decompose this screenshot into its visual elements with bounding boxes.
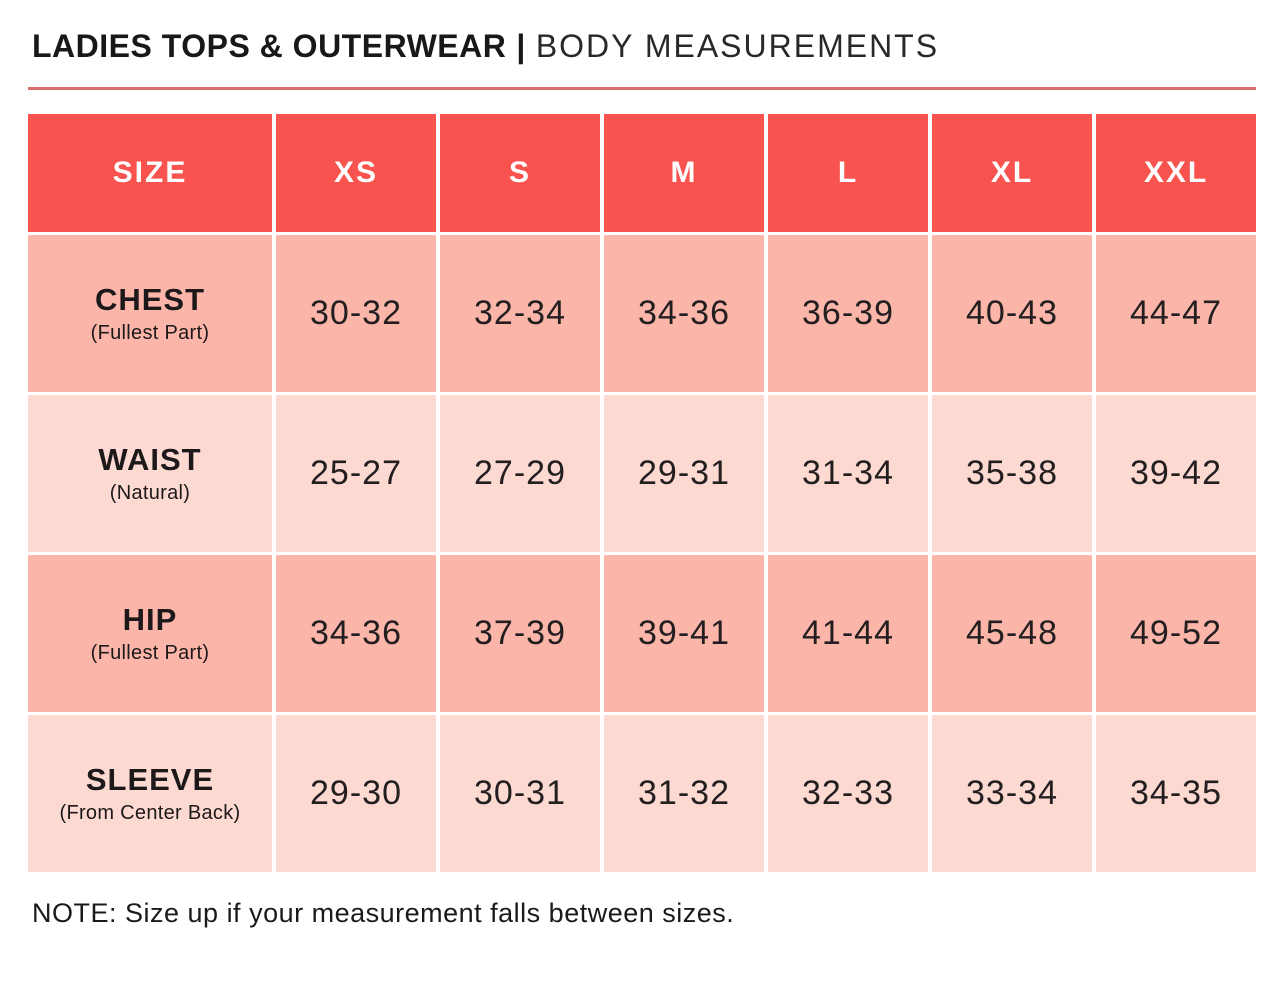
cell-chest-s: 32-34 bbox=[440, 235, 600, 392]
cell-sleeve-xl: 33-34 bbox=[932, 715, 1092, 872]
row-header-chest: CHEST (Fullest Part) bbox=[28, 235, 272, 392]
cell-hip-s: 37-39 bbox=[440, 555, 600, 712]
page-title-subtitle: BODY MEASUREMENTS bbox=[535, 28, 940, 64]
body-measurements-table: SIZE XS S M L XL XXL CHEST (Fullest Part… bbox=[28, 114, 1256, 872]
table-header-cell-s: S bbox=[440, 114, 600, 232]
cell-sleeve-s: 30-31 bbox=[440, 715, 600, 872]
row-sublabel-waist: (Natural) bbox=[109, 481, 191, 504]
page-title-separator: | bbox=[516, 28, 526, 64]
cell-hip-xs: 34-36 bbox=[276, 555, 436, 712]
page-title-category: LADIES TOPS & OUTERWEAR bbox=[32, 28, 507, 64]
row-label-chest: CHEST bbox=[94, 282, 206, 318]
table-header-cell-size: SIZE bbox=[28, 114, 272, 232]
cell-hip-l: 41-44 bbox=[768, 555, 928, 712]
cell-sleeve-xxl: 34-35 bbox=[1096, 715, 1256, 872]
cell-chest-xs: 30-32 bbox=[276, 235, 436, 392]
cell-waist-m: 29-31 bbox=[604, 395, 764, 552]
cell-chest-xl: 40-43 bbox=[932, 235, 1092, 392]
cell-chest-l: 36-39 bbox=[768, 235, 928, 392]
row-header-hip: HIP (Fullest Part) bbox=[28, 555, 272, 712]
row-label-hip: HIP bbox=[122, 602, 178, 638]
cell-waist-xxl: 39-42 bbox=[1096, 395, 1256, 552]
title-underline-rule bbox=[28, 87, 1256, 90]
cell-chest-xxl: 44-47 bbox=[1096, 235, 1256, 392]
page-title: LADIES TOPS & OUTERWEAR | BODY MEASUREMENT… bbox=[28, 28, 1256, 65]
table-header-cell-xl: XL bbox=[932, 114, 1092, 232]
sizing-note: NOTE: Size up if your measurement falls … bbox=[32, 898, 735, 928]
cell-waist-xs: 25-27 bbox=[276, 395, 436, 552]
row-header-sleeve: SLEEVE (From Center Back) bbox=[28, 715, 272, 872]
row-sublabel-chest: (Fullest Part) bbox=[90, 321, 210, 344]
row-label-sleeve: SLEEVE bbox=[85, 762, 215, 798]
cell-hip-xl: 45-48 bbox=[932, 555, 1092, 712]
cell-waist-xl: 35-38 bbox=[932, 395, 1092, 552]
cell-hip-m: 39-41 bbox=[604, 555, 764, 712]
row-header-waist: WAIST (Natural) bbox=[28, 395, 272, 552]
table-header-cell-xs: XS bbox=[276, 114, 436, 232]
row-sublabel-sleeve: (From Center Back) bbox=[59, 801, 241, 824]
cell-sleeve-xs: 29-30 bbox=[276, 715, 436, 872]
cell-sleeve-l: 32-33 bbox=[768, 715, 928, 872]
cell-waist-l: 31-34 bbox=[768, 395, 928, 552]
row-label-waist: WAIST bbox=[98, 442, 202, 478]
cell-sleeve-m: 31-32 bbox=[604, 715, 764, 872]
table-header-cell-l: L bbox=[768, 114, 928, 232]
size-chart-page: LADIES TOPS & OUTERWEAR | BODY MEASUREMENT… bbox=[28, 28, 1256, 928]
cell-chest-m: 34-36 bbox=[604, 235, 764, 392]
table-header-cell-m: M bbox=[604, 114, 764, 232]
table-header-cell-xxl: XXL bbox=[1096, 114, 1256, 232]
row-sublabel-hip: (Fullest Part) bbox=[90, 641, 210, 664]
cell-waist-s: 27-29 bbox=[440, 395, 600, 552]
cell-hip-xxl: 49-52 bbox=[1096, 555, 1256, 712]
